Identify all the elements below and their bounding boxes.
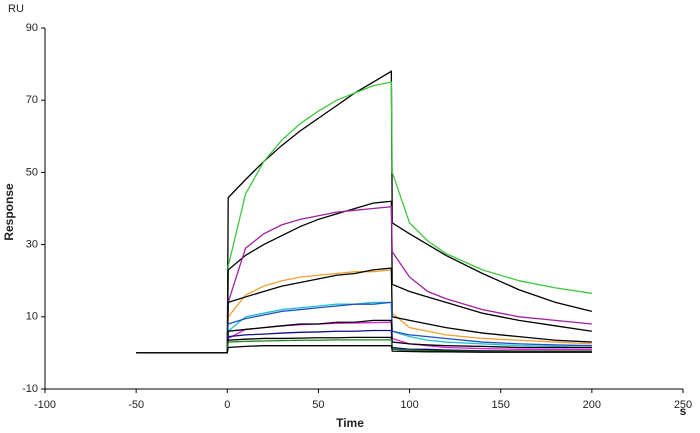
series-line xyxy=(136,339,592,354)
x-tick-label: 50 xyxy=(312,399,324,411)
y-tick-label: -10 xyxy=(22,383,38,395)
series-line xyxy=(136,301,592,354)
series-line xyxy=(136,301,592,354)
y-axis-title: Response xyxy=(2,183,16,241)
x-tick-label: 100 xyxy=(400,399,418,411)
y-tick-label: 50 xyxy=(26,166,38,178)
y-tick-label: 10 xyxy=(26,311,38,323)
x-tick-label: -50 xyxy=(128,399,144,411)
series-line xyxy=(136,319,592,354)
series-line xyxy=(136,200,592,354)
y-tick-label: 90 xyxy=(26,22,38,34)
x-tick-label: 250 xyxy=(674,399,692,411)
x-unit: s xyxy=(680,404,687,418)
series-line xyxy=(136,70,593,354)
x-tick-label: 0 xyxy=(224,399,230,411)
y-tick-label: 70 xyxy=(26,94,38,106)
y-tick-label: 30 xyxy=(26,239,38,251)
series-line xyxy=(136,81,592,354)
series-line xyxy=(136,267,592,354)
x-tick-label: -100 xyxy=(34,399,56,411)
x-tick-label: 150 xyxy=(492,399,510,411)
x-tick-label: 200 xyxy=(583,399,601,411)
y-unit: RU xyxy=(8,3,24,15)
series-line xyxy=(136,205,592,354)
x-axis-title: Time xyxy=(336,416,364,430)
series-line xyxy=(136,345,592,354)
